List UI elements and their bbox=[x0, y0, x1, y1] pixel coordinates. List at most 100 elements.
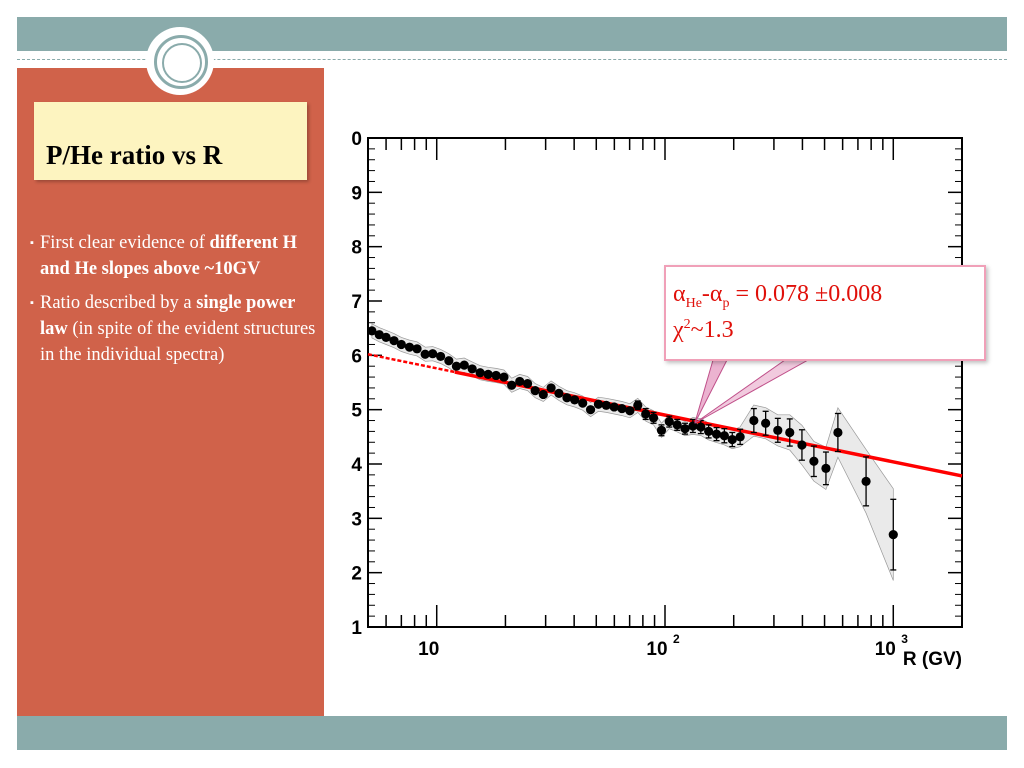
data-point bbox=[688, 421, 698, 431]
data-point bbox=[562, 393, 572, 403]
chart-axes bbox=[367, 137, 963, 628]
data-point bbox=[428, 349, 438, 359]
y-tick-label: 3 bbox=[351, 509, 362, 530]
uncertainty-band bbox=[371, 323, 894, 581]
data-point bbox=[633, 400, 643, 410]
data-point bbox=[420, 349, 430, 359]
data-point bbox=[491, 370, 501, 381]
y-tick-label: 9 bbox=[351, 183, 362, 204]
bullet-square-icon: ▪ bbox=[30, 237, 34, 249]
data-point bbox=[648, 413, 659, 423]
data-point bbox=[367, 326, 377, 336]
chi-square-text: χ2~1.3 bbox=[673, 317, 734, 343]
data-point bbox=[554, 388, 564, 398]
bullet-square-icon: ▪ bbox=[30, 297, 34, 309]
fit-line-dashed bbox=[367, 353, 456, 374]
data-point bbox=[475, 368, 485, 378]
y-tick-label: 2 bbox=[351, 564, 362, 585]
data-point bbox=[530, 386, 540, 396]
data-point bbox=[696, 422, 706, 432]
data-point bbox=[515, 376, 525, 387]
data-point bbox=[389, 336, 399, 346]
y-tick-label: 1 bbox=[351, 618, 362, 639]
tick-labels-group: 1 2 3 4 5 6 7 8 9 0 10 10 2 10 3 R (GV) bbox=[351, 129, 962, 670]
y-tick-label: 8 bbox=[351, 238, 362, 259]
data-point bbox=[444, 356, 454, 366]
fit-result-callout: αHe-αp = 0.078 ±0.008 χ2~1.3 bbox=[664, 265, 986, 361]
data-point bbox=[578, 398, 588, 408]
slope-difference-text: αHe-αp = 0.078 ±0.008 bbox=[673, 281, 883, 311]
y-tick-label: 7 bbox=[351, 292, 362, 313]
data-point bbox=[680, 424, 690, 434]
data-point bbox=[483, 369, 493, 379]
data-point bbox=[641, 409, 651, 419]
bullet-text-bold: single power law bbox=[40, 293, 296, 339]
x-tick-exponent: 3 bbox=[901, 632, 908, 646]
data-point bbox=[507, 380, 517, 390]
data-point bbox=[546, 383, 556, 393]
data-point bbox=[381, 332, 391, 343]
slide-title: P/He ratio vs R bbox=[46, 140, 223, 170]
data-point bbox=[451, 361, 462, 371]
plot-frame bbox=[367, 137, 963, 628]
y-tick-label: 5 bbox=[351, 401, 362, 422]
data-point bbox=[404, 342, 415, 352]
data-point bbox=[625, 406, 635, 416]
data-point bbox=[888, 530, 898, 540]
data-point bbox=[704, 426, 714, 436]
dashed-divider bbox=[17, 59, 1007, 60]
data-point bbox=[711, 429, 722, 439]
data-point bbox=[785, 427, 795, 438]
y-tick-label: 4 bbox=[351, 455, 362, 476]
title-box: P/He ratio vs R bbox=[34, 102, 307, 180]
data-point bbox=[499, 372, 509, 382]
x-tick-label: 10 bbox=[875, 639, 896, 660]
bullet-text-pre: First clear evidence of bbox=[40, 233, 210, 253]
x-tick-label: 10 bbox=[418, 639, 439, 660]
data-points-group bbox=[367, 326, 898, 571]
data-point bbox=[617, 403, 627, 414]
bullet-text-pre: Ratio described by a bbox=[40, 293, 197, 313]
ratio-chart: 1 2 3 4 5 6 7 8 9 0 10 10 2 10 3 R (GV) bbox=[351, 129, 963, 670]
data-point bbox=[861, 476, 871, 486]
bottom-band bbox=[17, 716, 1007, 750]
data-point bbox=[809, 456, 819, 466]
data-point bbox=[412, 344, 422, 354]
data-point bbox=[664, 417, 674, 427]
data-point bbox=[609, 402, 619, 412]
data-point bbox=[459, 360, 469, 370]
x-tick-exponent: 2 bbox=[673, 632, 680, 646]
data-point bbox=[749, 415, 759, 426]
bullet-text-post: (in spite of the evident structures in t… bbox=[40, 319, 316, 365]
bullet-item: ▪ Ratio described by a single power law (… bbox=[30, 290, 322, 368]
data-point bbox=[833, 427, 843, 438]
y-tick-label: 0 bbox=[351, 129, 362, 150]
y-tick-label: 6 bbox=[351, 346, 362, 367]
data-point bbox=[570, 395, 580, 405]
data-point bbox=[761, 418, 771, 428]
data-point bbox=[538, 389, 548, 400]
data-point bbox=[797, 440, 807, 450]
circle-ornament-inner-ring bbox=[162, 43, 202, 83]
data-point bbox=[656, 425, 667, 435]
data-point bbox=[593, 399, 604, 409]
data-point bbox=[735, 432, 745, 442]
data-point bbox=[601, 400, 611, 410]
data-point bbox=[719, 431, 729, 441]
data-point bbox=[396, 339, 406, 350]
data-point bbox=[727, 434, 737, 445]
uncertainty-band-area bbox=[371, 323, 894, 581]
bullet-text-bold: different H and He slopes above ~10GV bbox=[40, 233, 298, 279]
x-tick-label: 10 bbox=[646, 639, 667, 660]
bullet-item: ▪ First clear evidence of different H and… bbox=[30, 230, 322, 282]
data-point bbox=[522, 378, 533, 389]
data-point bbox=[467, 364, 477, 374]
data-point bbox=[672, 420, 682, 430]
data-point bbox=[773, 425, 783, 435]
data-point bbox=[585, 405, 596, 415]
data-point bbox=[821, 463, 831, 473]
bullet-list: ▪ First clear evidence of different H and… bbox=[30, 230, 322, 376]
x-axis-label: R (GV) bbox=[903, 649, 962, 670]
data-point bbox=[436, 351, 446, 362]
fit-line-group bbox=[367, 353, 963, 478]
